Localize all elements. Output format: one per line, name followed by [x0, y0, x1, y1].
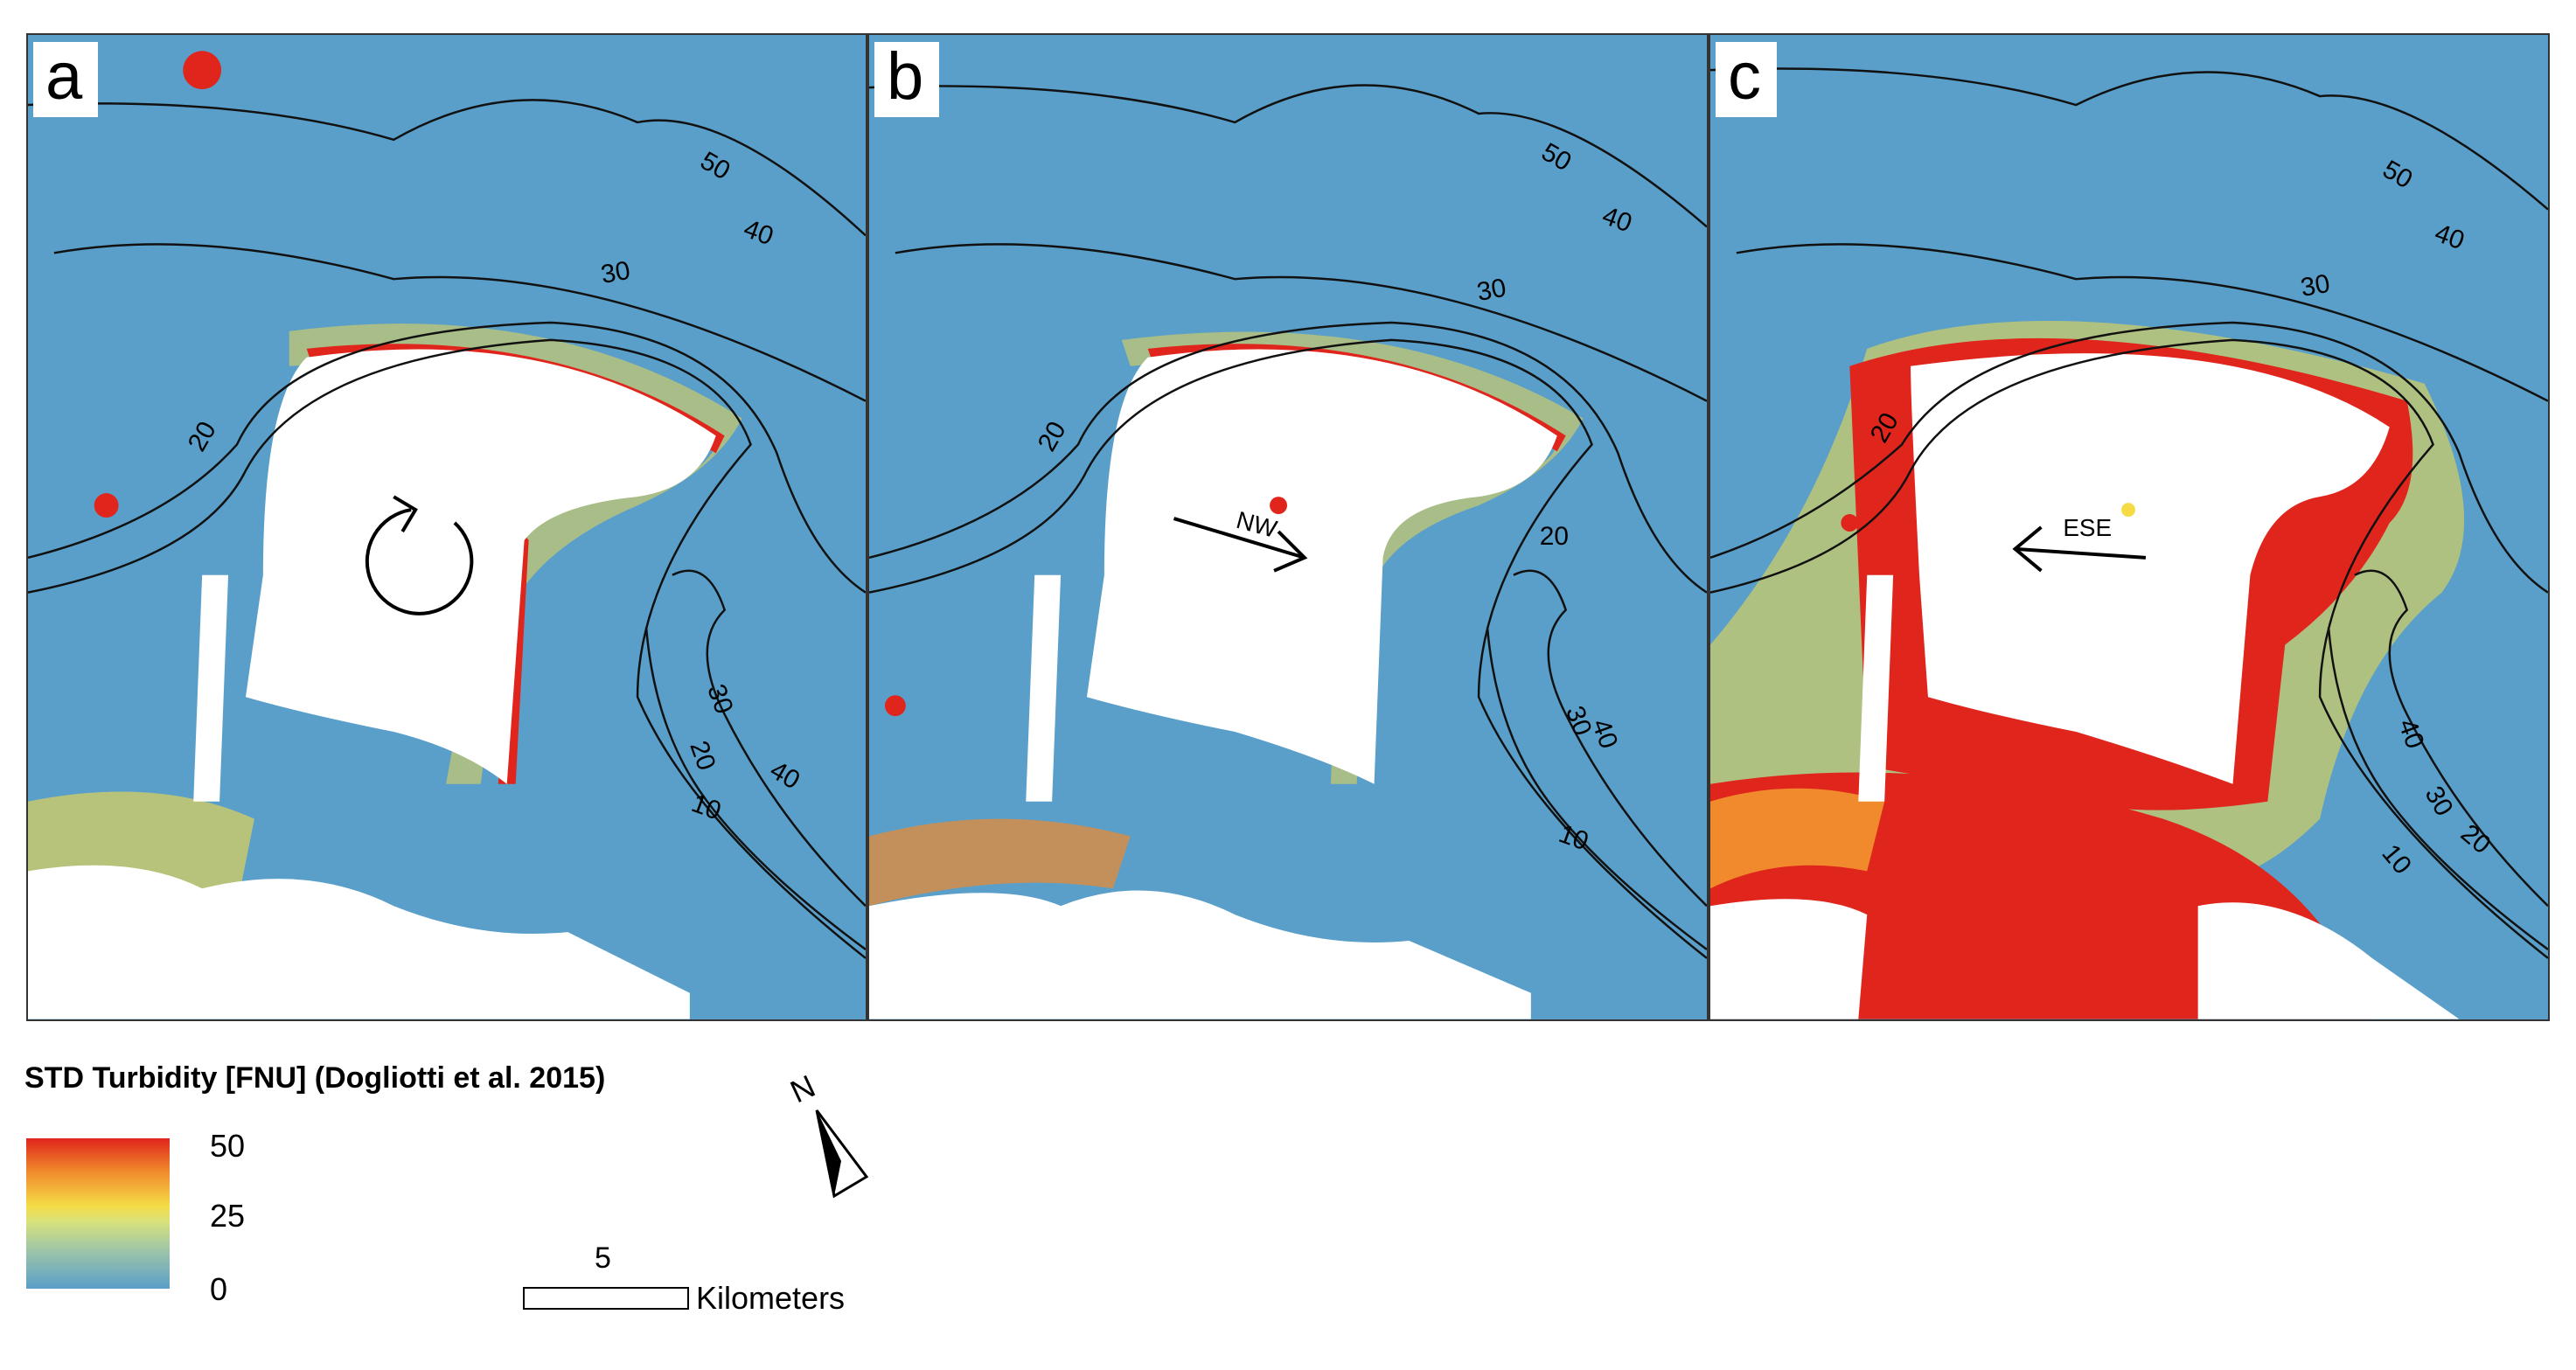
island-landmass	[245, 349, 716, 784]
legend-min-label: 0	[210, 1271, 228, 1307]
map-b-graphic: 50 40 30 20 20 30 40 10 NW	[869, 84, 1707, 1019]
legend-max-label: 50	[210, 1128, 246, 1164]
contour-label: 20	[183, 417, 222, 456]
panel-label: c	[1716, 42, 1777, 117]
contour-label: 40	[740, 214, 777, 251]
color-ramp	[26, 1138, 170, 1289]
arrow-right-icon	[1173, 517, 1308, 573]
map-panel-b: 50 40 30 20 20 30 40 10 NW b	[867, 33, 1709, 1021]
arrow-left-icon	[2012, 525, 2147, 573]
contour-label: 40	[1598, 201, 1636, 238]
contour-label: 40	[765, 755, 804, 795]
contour-label: 30	[599, 256, 632, 289]
map-panel-a: 50 40 30 20 30 20 40 10 a	[26, 33, 867, 1021]
legend-title: STD Turbidity [FNU] (Dogliotti et al. 20…	[24, 1061, 606, 1095]
contour-label: 40	[2431, 219, 2468, 255]
scale-bar	[523, 1287, 689, 1310]
coast-landmass	[28, 865, 690, 1019]
contour-label: 50	[1536, 137, 1576, 177]
scale-value: 5	[595, 1241, 611, 1275]
map-a-graphic: 50 40 30 20 30 20 40 10	[28, 51, 866, 1019]
contour-label: 20	[1033, 417, 1072, 456]
map-panel-c: 50 40 30 20 40 30 20 10 ESE c	[1709, 33, 2550, 1021]
contour-label: 50	[2378, 155, 2417, 194]
contour-label: 20	[2455, 819, 2496, 860]
contour-label: 50	[695, 146, 735, 185]
contour-label: 20	[684, 737, 721, 775]
panel-label: b	[874, 42, 940, 117]
map-c-graphic: 50 40 30 20 40 30 20 10 ESE	[1710, 67, 2548, 1019]
contour-label: 20	[1540, 522, 1569, 551]
contour-label: 30	[2419, 782, 2459, 821]
contour-label: 30	[701, 680, 738, 718]
panel-label: a	[33, 42, 99, 117]
north-arrow-icon: N	[783, 1065, 880, 1205]
scale-unit: Kilometers	[696, 1280, 846, 1316]
circular-arrow-icon	[365, 495, 474, 615]
north-label: N	[784, 1067, 820, 1109]
legend-mid-label: 25	[210, 1198, 246, 1234]
current-direction-label: ESE	[2063, 514, 2112, 541]
contour-label: 30	[1475, 274, 1508, 307]
contour-label: 30	[2299, 269, 2332, 303]
contour-label: 10	[2376, 839, 2417, 880]
